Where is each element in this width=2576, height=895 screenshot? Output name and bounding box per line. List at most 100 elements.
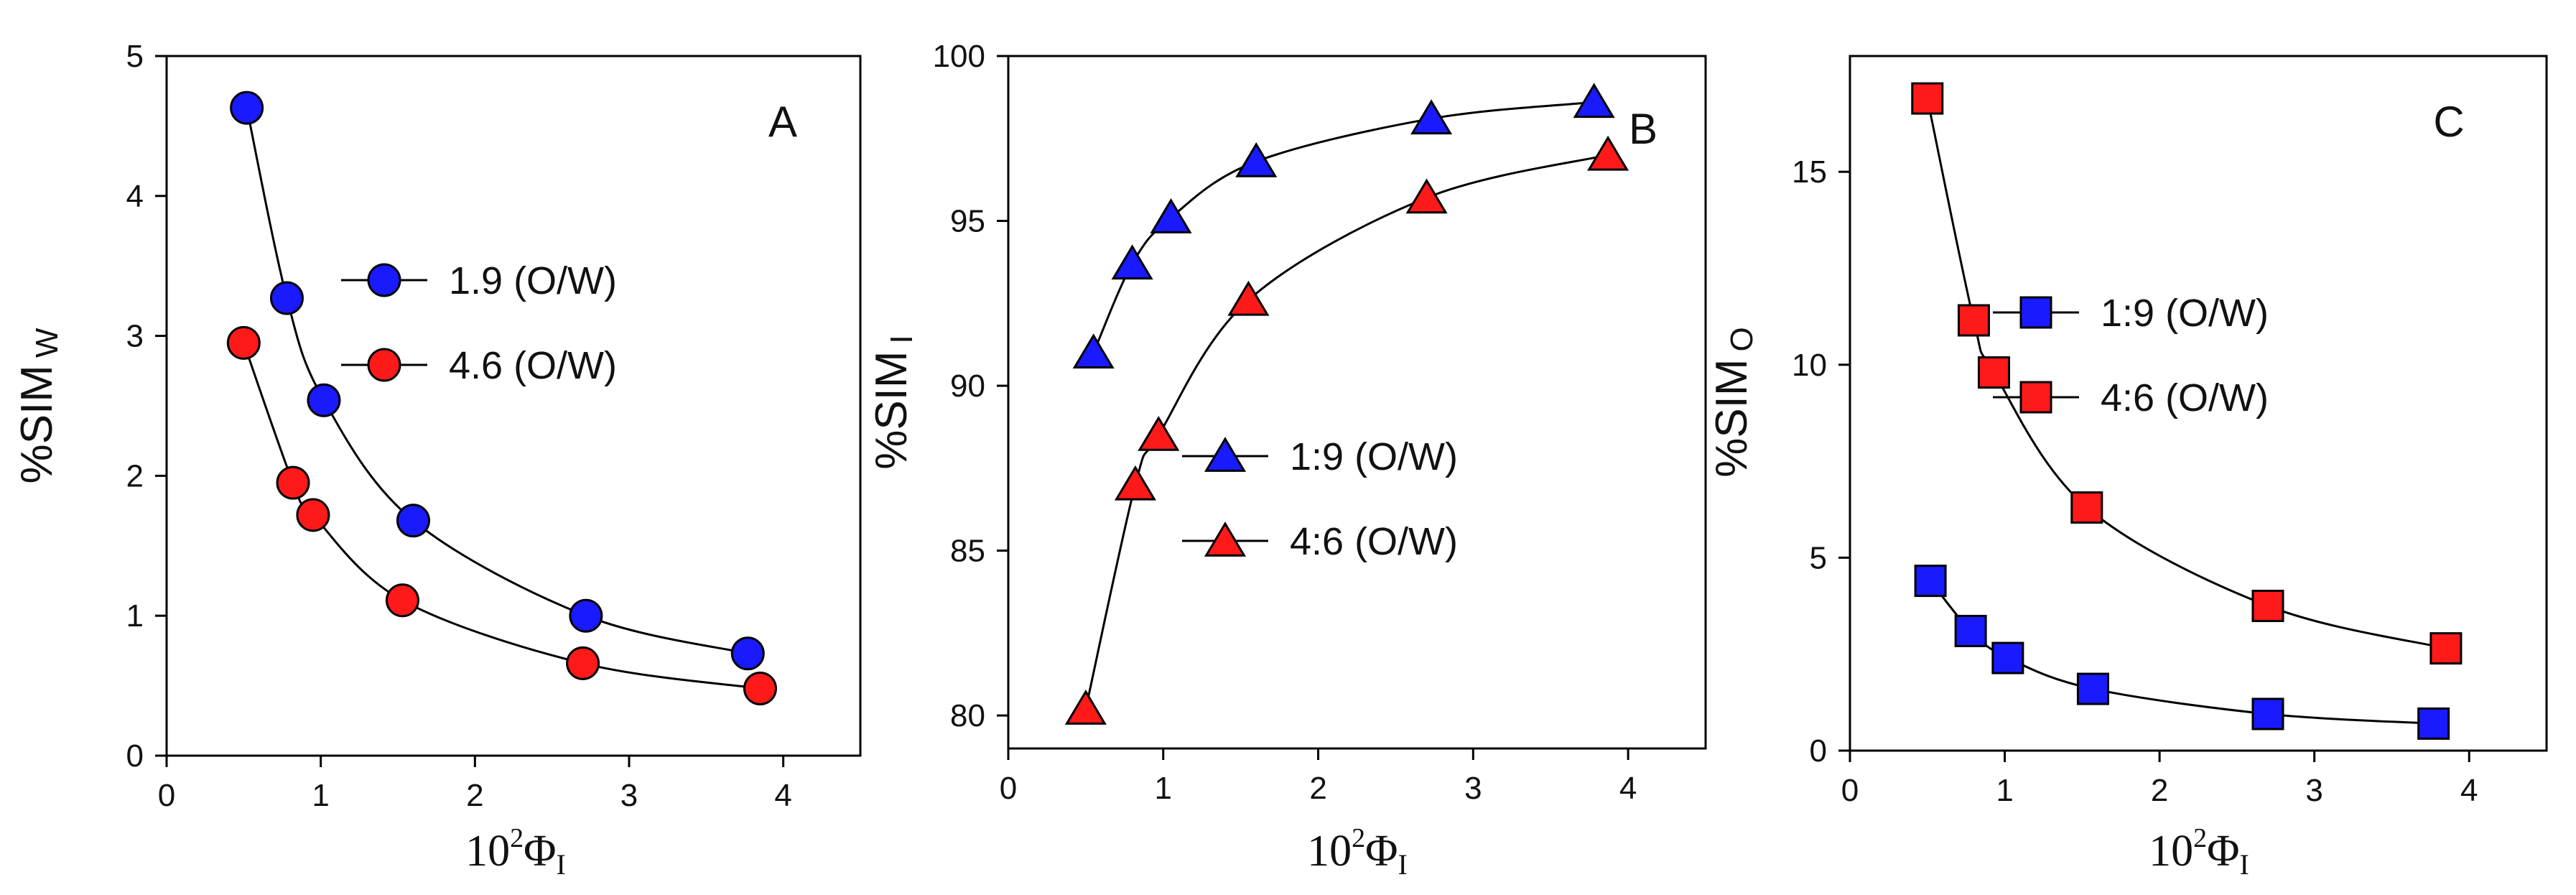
data-point [566, 646, 600, 680]
y-axis-label-main: %SIM [1707, 358, 1757, 477]
x-axis-label-base: 10 [465, 827, 510, 876]
y-tick-label: 85 [950, 534, 985, 569]
y-tick-label: 15 [1792, 154, 1827, 190]
legend-label: 1.9 (O/W) [449, 259, 617, 302]
x-axis-label: 102ΦI [1307, 823, 1408, 881]
data-point [2070, 491, 2103, 524]
x-tick-label: 0 [158, 778, 175, 813]
x-tick-label: 0 [1000, 771, 1017, 806]
series-curve [1926, 98, 2447, 650]
plot-frame [1007, 55, 1707, 750]
y-tick-label: 90 [950, 368, 985, 404]
x-tick-label: 3 [1464, 771, 1482, 806]
panel-letter: B [1629, 105, 1657, 153]
x-axis-label: 102ΦI [2149, 823, 2249, 881]
y-axis-label: %SIM W [12, 328, 65, 483]
x-axis-label-sup: 2 [2193, 823, 2207, 853]
data-point [730, 636, 765, 671]
data-point [1911, 82, 1944, 115]
data-point [1991, 641, 2024, 674]
legend-marker [367, 263, 401, 297]
data-point [743, 671, 777, 705]
x-tick-label: 0 [1841, 773, 1859, 808]
data-point [1410, 99, 1453, 135]
x-tick-label: 3 [620, 778, 638, 813]
data-point [1957, 304, 1990, 337]
legend-label: 4:6 (O/W) [1290, 520, 1458, 563]
series-curve [1084, 154, 1609, 710]
data-point [1587, 135, 1629, 171]
data-point [1573, 83, 1615, 119]
legend-marker [367, 348, 401, 382]
legend-label: 4:6 (O/W) [2101, 376, 2269, 419]
y-tick-label: 5 [1810, 540, 1827, 575]
data-point [1405, 178, 1448, 214]
legend-label: 1:9 (O/W) [1290, 435, 1458, 478]
y-tick-label: 2 [126, 458, 144, 493]
x-tick-label: 4 [2460, 773, 2478, 808]
data-point [2076, 672, 2109, 705]
data-point [1072, 333, 1115, 369]
x-axis-label-main: Φ [2207, 827, 2239, 876]
data-point [385, 583, 419, 618]
data-point [396, 504, 430, 538]
x-tick-label: 2 [1309, 771, 1326, 806]
data-point [1111, 244, 1153, 280]
x-tick-label: 2 [2151, 773, 2168, 808]
data-point [226, 325, 261, 360]
y-axis-label-main: %SIM [12, 365, 62, 483]
y-axis-label-sub: I [884, 335, 919, 343]
series-curve [242, 342, 761, 690]
series-curve [246, 107, 748, 655]
data-point [1114, 465, 1156, 501]
data-point [1138, 415, 1180, 451]
x-axis-label-sup: 2 [1352, 823, 1365, 853]
y-axis-label-sub: W [29, 328, 65, 358]
plot-frame [165, 55, 862, 757]
y-tick-label: 1 [126, 598, 144, 634]
x-axis-label-base: 10 [2149, 827, 2193, 876]
legend-marker [2019, 296, 2052, 329]
y-tick-label: 100 [933, 39, 985, 74]
data-point [1954, 614, 1987, 647]
x-axis-label-sub: I [2240, 848, 2249, 881]
data-point [307, 383, 341, 417]
data-point [2417, 707, 2450, 740]
data-point [569, 598, 603, 633]
data-point [2251, 590, 2284, 623]
data-point [276, 465, 310, 500]
x-axis-label-main: Φ [1365, 827, 1398, 876]
data-point [230, 91, 264, 125]
y-axis-label: %SIM I [867, 335, 919, 470]
x-tick-label: 1 [1155, 771, 1172, 806]
legend-marker [1204, 437, 1247, 472]
x-tick-label: 4 [774, 778, 791, 813]
data-point [1227, 280, 1270, 316]
y-tick-label: 0 [126, 738, 144, 774]
data-point [1914, 565, 1947, 598]
y-tick-label: 95 [950, 204, 985, 239]
y-tick-label: 10 [1792, 348, 1827, 383]
legend-label: 1:9 (O/W) [2101, 292, 2269, 335]
panel-letter: A [768, 98, 797, 146]
y-axis-label: %SIM O [1707, 327, 1759, 478]
panel-letter: C [2433, 98, 2464, 146]
x-axis-label-sup: 2 [510, 823, 524, 853]
y-tick-label: 3 [126, 319, 144, 354]
x-axis-label: 102ΦI [465, 823, 566, 881]
data-point [1235, 142, 1278, 177]
legend-marker [2019, 381, 2052, 414]
data-point [1150, 198, 1192, 233]
data-point [2429, 632, 2463, 665]
x-tick-label: 1 [1996, 773, 2013, 808]
y-tick-label: 5 [126, 39, 144, 74]
data-point [2251, 697, 2284, 731]
plot-frame [1849, 55, 2548, 752]
x-tick-label: 2 [466, 778, 483, 813]
y-axis-label-sub: O [1724, 327, 1759, 351]
x-axis-label-main: Φ [524, 827, 556, 876]
